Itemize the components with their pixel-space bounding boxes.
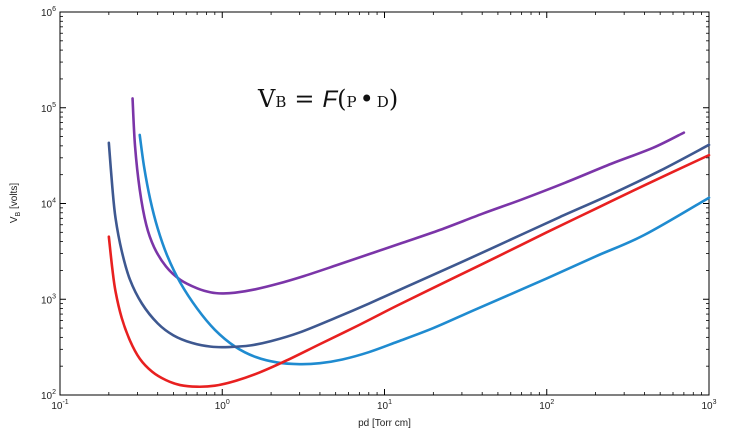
x-tick-label: 100 bbox=[215, 399, 230, 412]
x-tick-label: 102 bbox=[539, 399, 554, 412]
y-tick-label: 102 bbox=[41, 389, 56, 402]
formula-function: F bbox=[322, 86, 338, 113]
data-series bbox=[107, 97, 711, 389]
formula-arg-d: D bbox=[377, 93, 389, 111]
formula-lhs: V bbox=[257, 85, 276, 113]
series-line-2 bbox=[138, 133, 711, 366]
y-tick-label: 104 bbox=[41, 198, 56, 211]
series-line-3 bbox=[107, 141, 711, 349]
y-tick-label: 105 bbox=[41, 102, 56, 115]
y-axis-label: VB [volts] bbox=[9, 183, 22, 223]
y-tick-label: 103 bbox=[41, 293, 56, 306]
formula-equals: = bbox=[294, 85, 314, 113]
series-line-1 bbox=[131, 97, 686, 295]
x-tick-label: 103 bbox=[701, 399, 716, 412]
x-tick-label: 10-1 bbox=[51, 399, 68, 412]
y-axis-label-main: V bbox=[9, 216, 20, 223]
y-axis-label-subscript: B bbox=[15, 211, 22, 216]
y-axis-tick-labels: 102 103 104 105 106 bbox=[41, 6, 56, 402]
x-tick-label: 101 bbox=[377, 399, 392, 412]
formula-dot: • bbox=[360, 85, 374, 113]
formula-annotation: VB = F(P • D) bbox=[257, 85, 398, 113]
formula-open-paren: ( bbox=[337, 85, 346, 113]
series-line-4 bbox=[107, 153, 711, 389]
y-axis-label-units: [volts] bbox=[9, 183, 20, 212]
y-tick-label: 106 bbox=[41, 6, 56, 19]
x-axis-tick-labels: 10-1 100 101 102 103 bbox=[51, 399, 716, 412]
formula-close-paren: ) bbox=[389, 85, 398, 113]
x-axis-label: pd [Torr cm] bbox=[358, 418, 411, 429]
formula-arg-p: P bbox=[347, 93, 357, 111]
formula-lhs-subscript: B bbox=[275, 93, 286, 111]
